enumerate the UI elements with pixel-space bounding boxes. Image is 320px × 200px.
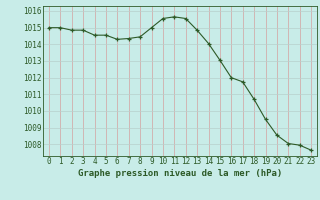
X-axis label: Graphe pression niveau de la mer (hPa): Graphe pression niveau de la mer (hPa) — [78, 169, 282, 178]
